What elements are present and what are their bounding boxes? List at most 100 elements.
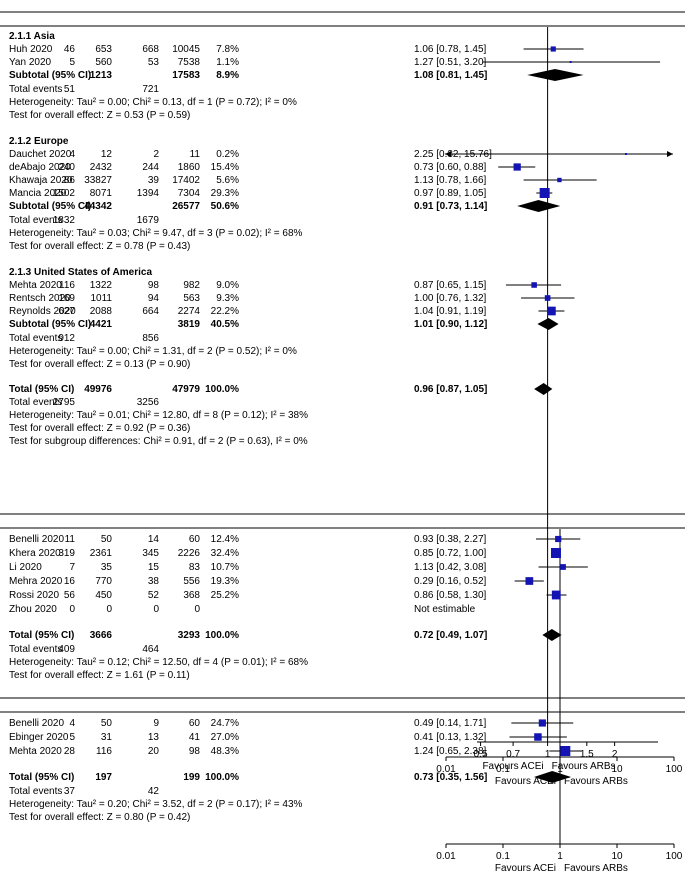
subgroup-overall-effect: Test for overall effect: Z = 0.13 (P = 0… <box>9 359 190 370</box>
overall-footer-0: Heterogeneity: Tau² = 0.20; Chi² = 3.52,… <box>9 799 303 810</box>
study-row-name: Yan 2020 <box>9 57 52 68</box>
x-axis-tick-label: 0.01 <box>436 764 456 775</box>
overall-events-row-events-arbs: 464 <box>142 644 159 655</box>
study-row-name: Zhou 2020 <box>9 604 57 615</box>
x-axis-tick-label: 1.5 <box>580 749 594 760</box>
study-point <box>534 733 542 741</box>
study-row-total-acei: 653 <box>95 44 112 55</box>
study-row-name: Ebinger 2020 <box>9 732 69 743</box>
study-point <box>555 535 562 543</box>
study-row-events-acei: 1502 <box>53 188 76 199</box>
study-row-total-acei: 35 <box>101 562 113 573</box>
overall-total-row-odds-ratio: 0.73 [0.35, 1.56] <box>414 772 487 783</box>
study-row-events-acei: 5 <box>69 57 75 68</box>
study-row-odds-ratio: 0.86 [0.58, 1.30] <box>414 590 487 601</box>
subtotal-row-total-acei: 4421 <box>90 319 113 330</box>
pooled-diamond <box>542 629 562 641</box>
favours-acei-label: Favours ACEi <box>495 863 556 871</box>
x-axis-tick-label: 2 <box>612 749 618 760</box>
study-row-name: Mehta 2020 <box>9 280 62 291</box>
overall-footer-1: Test for overall effect: Z = 0.80 (P = 0… <box>9 812 190 823</box>
study-row-weight: 9.3% <box>216 293 239 304</box>
study-row-events-arbs: 20 <box>148 746 160 757</box>
study-row-total-acei: 560 <box>95 57 112 68</box>
x-axis-tick-label: 0.01 <box>436 851 456 862</box>
study-row-name: Huh 2020 <box>9 44 53 55</box>
study-row-total-arbs: 83 <box>189 562 201 573</box>
study-row-weight: 19.3% <box>211 576 239 587</box>
study-row-weight: 25.2% <box>211 590 239 601</box>
overall-total-row-odds-ratio: 0.72 [0.49, 1.07] <box>414 630 487 641</box>
study-row-name: Reynolds 2020 <box>9 306 76 317</box>
study-row-events-arbs: 2 <box>153 149 159 160</box>
subgroup-events-row-label: Total events <box>9 333 62 344</box>
pooled-diamond <box>517 200 561 212</box>
subgroup-events-row-events-acei: 912 <box>58 333 75 344</box>
x-axis-tick-label: 10 <box>611 851 623 862</box>
overall-events-row-events-arbs: 3256 <box>137 397 160 408</box>
overall-total-row-weight: 100.0% <box>205 630 239 641</box>
study-row-events-acei: 4 <box>69 149 75 160</box>
pooled-diamond <box>527 69 584 81</box>
overall-total-row-weight: 100.0% <box>205 772 239 783</box>
study-row-events-arbs: 1394 <box>137 188 160 199</box>
subgroup-heading: 2.1.3 United States of America <box>9 267 152 278</box>
study-row-weight: 32.4% <box>211 548 239 559</box>
ci-left-arrow <box>445 151 451 157</box>
study-row-odds-ratio: 0.87 [0.65, 1.15] <box>414 280 487 291</box>
study-row-total-acei: 2432 <box>90 162 113 173</box>
study-row-odds-ratio: 0.85 [0.72, 1.00] <box>414 548 487 559</box>
study-row-odds-ratio: 1.06 [0.78, 1.45] <box>414 44 487 55</box>
study-row-events-arbs: 52 <box>148 590 160 601</box>
overall-total-row-total-acei: 197 <box>95 772 112 783</box>
overall-total-row-total-acei: 49976 <box>84 384 112 395</box>
study-point <box>525 577 534 585</box>
overall-events-row-label: Total events <box>9 644 62 655</box>
study-point <box>560 746 571 756</box>
study-row-name: Mancia 2020 <box>9 188 67 199</box>
study-row-total-acei: 450 <box>95 590 112 601</box>
favours-arbs-label: Favours ARBs <box>564 776 628 787</box>
study-point <box>538 719 546 727</box>
overall-events-row-label: Total events <box>9 786 62 797</box>
study-row-events-arbs: 0 <box>153 604 159 615</box>
subtotal-row-weight: 8.9% <box>216 70 239 81</box>
study-row-events-acei: 28 <box>64 746 76 757</box>
study-row-weight: 22.2% <box>211 306 239 317</box>
study-point <box>547 306 556 316</box>
study-row-events-arbs: 39 <box>148 175 160 186</box>
study-row-name: deAbajo 2020 <box>9 162 71 173</box>
subtotal-row-total-arbs: 3819 <box>178 319 201 330</box>
subgroup-events-row-label: Total events <box>9 84 62 95</box>
subgroup-events-row-label: Total events <box>9 215 62 226</box>
study-point <box>544 295 551 301</box>
study-row-total-acei: 31 <box>101 732 113 743</box>
study-row-events-arbs: 9 <box>153 718 159 729</box>
study-row-name: Mehra 2020 <box>9 576 63 587</box>
study-row-weight: 1.1% <box>216 57 239 68</box>
subgroup-heading: 2.1.2 Europe <box>9 136 69 147</box>
overall-footer-2: Test for subgroup differences: Chi² = 0.… <box>9 436 308 447</box>
study-point <box>625 153 628 155</box>
study-row-odds-ratio: 1.13 [0.78, 1.66] <box>414 175 487 186</box>
study-row-events-acei: 7 <box>69 562 75 573</box>
study-row-total-arbs: 368 <box>183 590 200 601</box>
study-row-events-arbs: 94 <box>148 293 160 304</box>
study-row-weight: 12.4% <box>211 534 239 545</box>
study-row-total-arbs: 563 <box>183 293 200 304</box>
x-axis-tick-label: 0.1 <box>496 764 510 775</box>
study-point <box>560 564 566 570</box>
overall-footer-0: Heterogeneity: Tau² = 0.12; Chi² = 12.50… <box>9 657 308 668</box>
study-row-total-acei: 1011 <box>90 293 112 304</box>
study-row-weight: 9.0% <box>216 280 239 291</box>
study-row-name: Benelli 2020 <box>9 534 64 545</box>
overall-events-row-events-arbs: 42 <box>148 786 160 797</box>
study-row-events-arbs: 345 <box>142 548 159 559</box>
study-row-total-arbs: 60 <box>189 718 201 729</box>
study-row-total-arbs: 17402 <box>172 175 200 186</box>
study-row-weight: 5.6% <box>216 175 239 186</box>
study-row-weight: 48.3% <box>211 746 239 757</box>
study-row-name: Rentsch 2020 <box>9 293 71 304</box>
study-row-odds-ratio: 1.24 [0.65, 2.38] <box>414 746 487 757</box>
